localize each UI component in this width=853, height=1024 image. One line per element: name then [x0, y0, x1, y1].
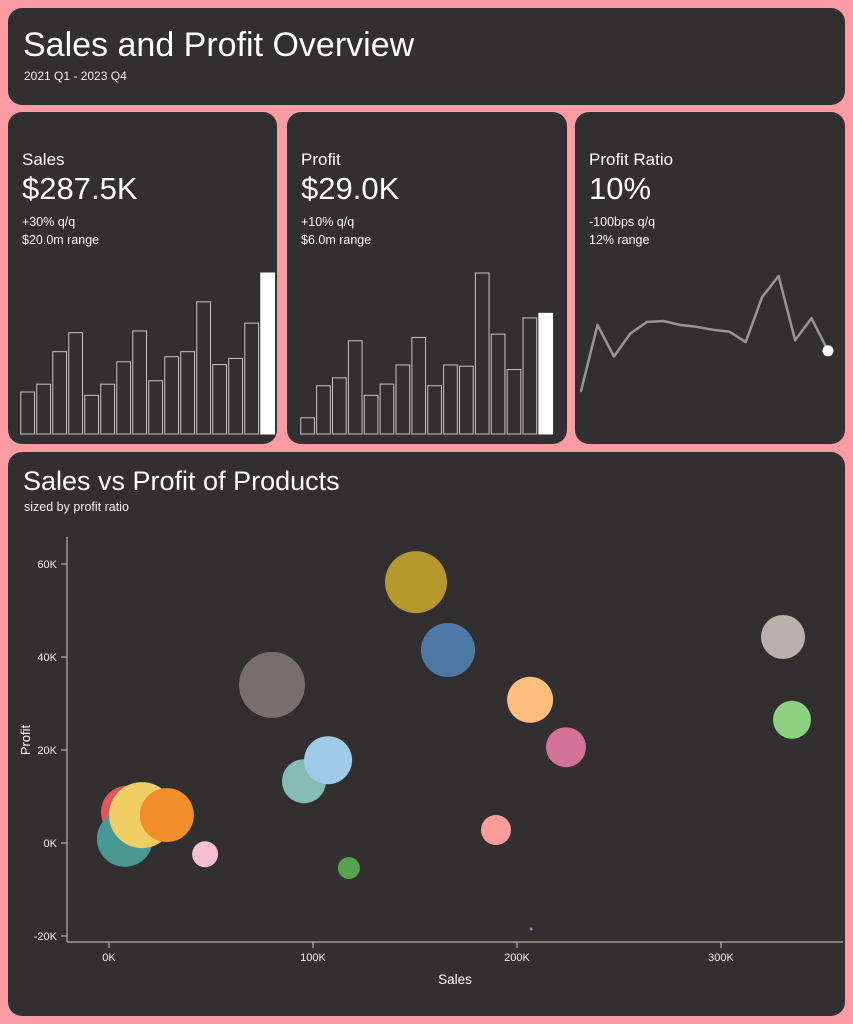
bar[interactable]: [506, 369, 522, 435]
kpi-card-profit: Profit $29.0K +10% q/q $6.0m range: [287, 112, 567, 444]
bar[interactable]: [164, 356, 180, 435]
bar[interactable]: [148, 380, 164, 435]
latest-value-dot[interactable]: [822, 345, 834, 357]
bar[interactable]: [332, 377, 347, 435]
bar[interactable]: [427, 385, 442, 435]
product-bubble[interactable]: [546, 727, 586, 768]
kpi-profit-title: Profit: [301, 150, 341, 169]
bar[interactable]: [84, 394, 100, 435]
bar[interactable]: [116, 361, 132, 435]
bar[interactable]: [459, 365, 474, 435]
y-axis-title: Profit: [18, 724, 33, 755]
page-subtitle: 2021 Q1 - 2023 Q4: [24, 69, 127, 84]
page-title: Sales and Profit Overview: [23, 26, 415, 64]
kpi-ratio-change: -100bps q/q: [589, 215, 656, 229]
bar[interactable]: [411, 336, 427, 435]
bar[interactable]: [132, 330, 148, 435]
product-bubble[interactable]: [304, 736, 353, 785]
y-tick-label: 0K: [44, 838, 58, 850]
kpi-sales-change: +30% q/q: [22, 215, 76, 229]
kpi-profit-value: $29.0K: [301, 171, 400, 206]
current-period-bar[interactable]: [260, 272, 276, 435]
bar[interactable]: [379, 383, 395, 435]
y-tick-label: -20K: [34, 931, 58, 943]
product-bubble[interactable]: [773, 700, 811, 739]
bar[interactable]: [228, 357, 244, 435]
kpi-profit-change: +10% q/q: [301, 215, 355, 229]
x-tick-label: 300K: [708, 952, 734, 964]
dashboard-header-card: Sales and Profit Overview 2021 Q1 - 2023…: [8, 8, 845, 105]
bar[interactable]: [20, 391, 36, 435]
bar[interactable]: [300, 417, 315, 435]
product-bubble[interactable]: [239, 651, 305, 718]
sales-vs-profit-scatter-chart: 0K 100K 200K 300K 60K 40K 20K 0K -20K Sales Profit: [18, 537, 843, 987]
kpi-sales-value: $287.5K: [22, 171, 138, 206]
bar[interactable]: [180, 351, 196, 435]
product-bubble[interactable]: [481, 815, 511, 845]
kpi-ratio-range: 12% range: [589, 232, 650, 247]
x-tick-label: 0K: [102, 952, 116, 964]
kpi-card-sales: Sales $287.5K +30% q/q $20.0m range: [8, 112, 277, 444]
current-period-bar[interactable]: [538, 312, 554, 435]
product-bubble[interactable]: [761, 615, 805, 659]
product-bubble[interactable]: [529, 927, 533, 931]
product-bubble[interactable]: [337, 857, 360, 880]
scatter-subtitle: sized by profit ratio: [24, 500, 129, 514]
bar[interactable]: [363, 394, 379, 435]
profit-trend-bar-chart: [300, 272, 554, 435]
bar[interactable]: [443, 364, 458, 435]
bar[interactable]: [522, 317, 538, 435]
bar[interactable]: [244, 322, 260, 435]
y-tick-label: 40K: [37, 652, 57, 664]
bar[interactable]: [212, 364, 228, 435]
kpi-ratio-title: Profit Ratio: [589, 150, 674, 169]
y-tick-label: 60K: [37, 559, 57, 571]
bar[interactable]: [68, 332, 84, 435]
x-tick-label: 100K: [300, 952, 326, 964]
product-bubble[interactable]: [385, 551, 447, 614]
kpi-ratio-value: 10%: [589, 171, 652, 206]
product-bubble[interactable]: [139, 788, 194, 843]
kpi-card-profit-ratio: Profit Ratio 10% -100bps q/q 12% range: [575, 112, 845, 444]
bar[interactable]: [474, 272, 490, 435]
kpi-sales-title: Sales: [22, 150, 65, 169]
bar[interactable]: [490, 333, 506, 435]
profit-ratio-line-chart: [579, 274, 834, 393]
sales-trend-bar-chart: [20, 272, 276, 435]
bar[interactable]: [36, 383, 52, 435]
y-tick-label: 20K: [37, 745, 57, 757]
x-axis-title: Sales: [438, 972, 472, 987]
profit-ratio-line[interactable]: [579, 274, 830, 393]
scatter-title: Sales vs Profit of Products: [23, 466, 340, 496]
bar[interactable]: [100, 383, 116, 435]
bar[interactable]: [347, 340, 363, 435]
product-bubble[interactable]: [421, 623, 475, 677]
x-tick-label: 200K: [504, 952, 530, 964]
kpi-profit-range: $6.0m range: [301, 232, 372, 247]
kpi-sales-range: $20.0m range: [22, 232, 100, 247]
scatter-card: 0K 100K 200K 300K 60K 40K 20K 0K -20K Sales Profit…: [8, 452, 845, 1016]
bar[interactable]: [52, 351, 68, 435]
product-bubble[interactable]: [192, 841, 219, 868]
bar[interactable]: [316, 385, 331, 435]
bar[interactable]: [196, 301, 212, 435]
product-bubble[interactable]: [507, 676, 554, 723]
bar[interactable]: [395, 364, 411, 435]
